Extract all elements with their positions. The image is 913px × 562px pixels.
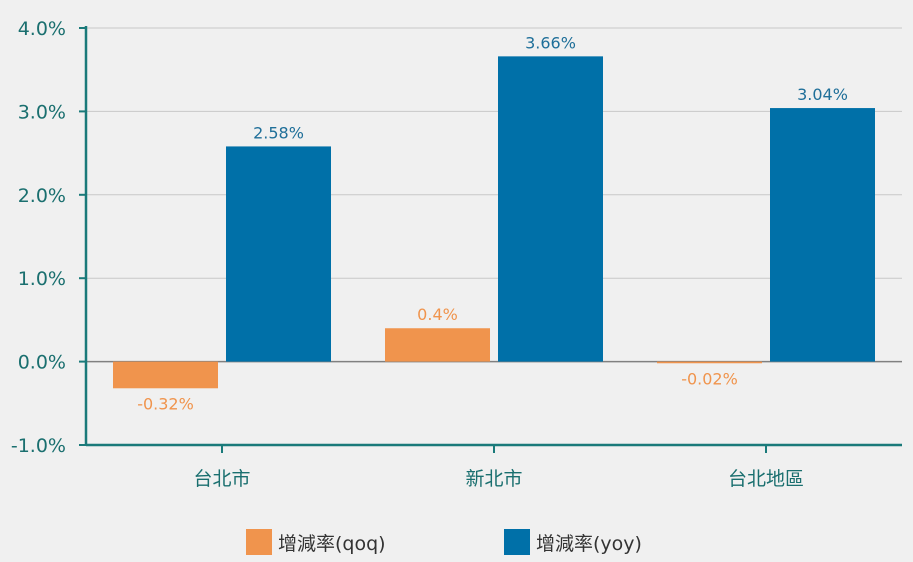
bar-qoq bbox=[657, 361, 762, 364]
legend: 增減率(qoq) 增減率(yoy) bbox=[0, 528, 913, 558]
data-label: 2.58% bbox=[253, 123, 304, 142]
legend-item-qoq: 增減率(qoq) bbox=[246, 528, 386, 556]
data-label: 3.04% bbox=[797, 85, 848, 104]
y-tick-label: 1.0% bbox=[18, 268, 66, 290]
y-tick-label: -1.0% bbox=[11, 435, 66, 457]
x-tick-label: 台北地區 bbox=[728, 468, 804, 490]
legend-swatch-qoq bbox=[246, 529, 272, 555]
y-tick-label: 4.0% bbox=[18, 18, 66, 40]
bar-qoq bbox=[385, 328, 490, 362]
data-label: 0.4% bbox=[417, 305, 458, 324]
bar-qoq bbox=[113, 361, 218, 389]
legend-label-qoq: 增減率(qoq) bbox=[278, 532, 386, 555]
data-label: -0.02% bbox=[681, 369, 738, 388]
legend-swatch-yoy bbox=[504, 529, 530, 555]
x-tick-label: 台北市 bbox=[193, 468, 250, 490]
data-label: -0.32% bbox=[137, 394, 194, 413]
legend-item-yoy: 增減率(yoy) bbox=[504, 528, 642, 556]
bar-yoy bbox=[226, 146, 331, 362]
legend-label-yoy: 增減率(yoy) bbox=[536, 532, 642, 555]
y-tick-label: 0.0% bbox=[18, 352, 66, 374]
y-tick-label: 3.0% bbox=[18, 101, 66, 123]
bar-yoy bbox=[770, 108, 875, 362]
bar-yoy bbox=[498, 56, 603, 362]
x-tick-label: 新北市 bbox=[465, 468, 522, 490]
y-tick-label: 2.0% bbox=[18, 185, 66, 207]
data-label: 3.66% bbox=[525, 33, 576, 52]
